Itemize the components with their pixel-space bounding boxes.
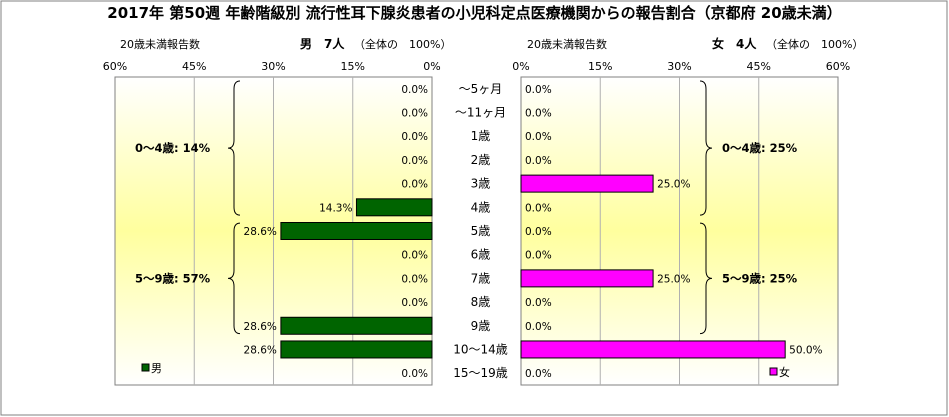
category-label: 1歳 [471, 129, 491, 143]
category-label: ～11ヶ月 [455, 106, 506, 120]
female-data-label: 0.0% [525, 321, 552, 333]
left-group-annotation: 5～9歳: 57% [135, 271, 211, 285]
right-x-tick-label: 60% [826, 60, 850, 73]
female-data-label: 25.0% [657, 179, 690, 191]
male-data-label: 0.0% [401, 155, 428, 167]
female-bar [520, 340, 786, 359]
legend-male-swatch [141, 363, 150, 372]
female-data-label: 50.0% [789, 344, 822, 356]
female-data-label: 25.0% [657, 273, 690, 285]
female-data-label: 0.0% [525, 202, 552, 214]
category-label: 6歳 [471, 248, 491, 262]
category-label: ～5ヶ月 [459, 82, 503, 96]
left-x-tick-label: 0% [423, 60, 440, 73]
category-label: 10～14歳 [453, 342, 508, 356]
right-group-annotation: 5～9歳: 25% [722, 271, 798, 285]
female-data-label: 0.0% [525, 131, 552, 143]
male-bar [280, 340, 433, 359]
female-data-label: 0.0% [525, 155, 552, 167]
legend-female-swatch [769, 367, 778, 376]
female-bar [520, 174, 654, 193]
male-bar [280, 316, 433, 335]
legend-male-label: 男 [151, 362, 162, 375]
right-x-tick-label: 15% [588, 60, 612, 73]
legend-female-label: 女 [779, 365, 790, 379]
category-label: 7歳 [471, 271, 491, 285]
male-data-label: 28.6% [244, 226, 277, 238]
male-data-label: 0.0% [401, 84, 428, 96]
female-data-label: 0.0% [525, 250, 552, 262]
right-total-note: （全体の 100%） [766, 38, 864, 51]
left-group-brace [227, 80, 241, 216]
male-data-label: 28.6% [244, 321, 277, 333]
male-data-label: 0.0% [401, 179, 428, 191]
right-count-label: 20歳未満報告数 [527, 38, 607, 51]
female-data-label: 0.0% [525, 108, 552, 120]
right-x-tick-label: 30% [667, 60, 691, 73]
left-total-note: （全体の 100%） [354, 38, 452, 51]
right-group-brace [699, 222, 713, 335]
female-data-label: 0.0% [525, 226, 552, 238]
male-data-label: 0.0% [401, 273, 428, 285]
category-label: 2歳 [471, 153, 491, 167]
right-group-annotation: 0～4歳: 25% [722, 141, 798, 155]
left-count-value: 7人 [324, 37, 345, 51]
male-data-label: 0.0% [401, 131, 428, 143]
right-group-brace [699, 80, 713, 216]
left-sex-label: 男 [300, 37, 313, 51]
male-data-label: 0.0% [401, 250, 428, 262]
category-label: 8歳 [471, 295, 491, 309]
right-count-value: 4人 [736, 37, 757, 51]
left-x-tick-label: 15% [341, 60, 365, 73]
female-data-label: 0.0% [525, 368, 552, 380]
male-data-label: 0.0% [401, 368, 428, 380]
female-bar [520, 269, 654, 288]
right-x-tick-label: 45% [747, 60, 771, 73]
left-x-tick-label: 45% [182, 60, 206, 73]
left-group-brace [227, 222, 241, 335]
male-data-label: 28.6% [244, 344, 277, 356]
male-data-label: 0.0% [401, 297, 428, 309]
category-label: 3歳 [471, 177, 491, 191]
right-x-tick-label: 0% [512, 60, 529, 73]
male-bar [355, 198, 433, 217]
left-x-tick-label: 30% [261, 60, 285, 73]
category-label: 15～19歳 [453, 366, 508, 380]
female-data-label: 0.0% [525, 84, 552, 96]
left-count-label: 20歳未満報告数 [120, 38, 200, 51]
left-group-annotation: 0～4歳: 14% [135, 141, 211, 155]
male-data-label: 14.3% [319, 202, 352, 214]
male-data-label: 0.0% [401, 108, 428, 120]
left-x-tick-label: 60% [103, 60, 127, 73]
male-bar [280, 222, 433, 240]
chart-title: 2017年 第50週 年齢階級別 流行性耳下腺炎患者の小児科定点医療機関からの報… [107, 4, 842, 22]
category-label: 5歳 [471, 224, 491, 238]
category-label: 9歳 [471, 319, 491, 333]
female-data-label: 0.0% [525, 297, 552, 309]
right-sex-label: 女 [712, 37, 725, 51]
category-label: 4歳 [471, 200, 491, 214]
